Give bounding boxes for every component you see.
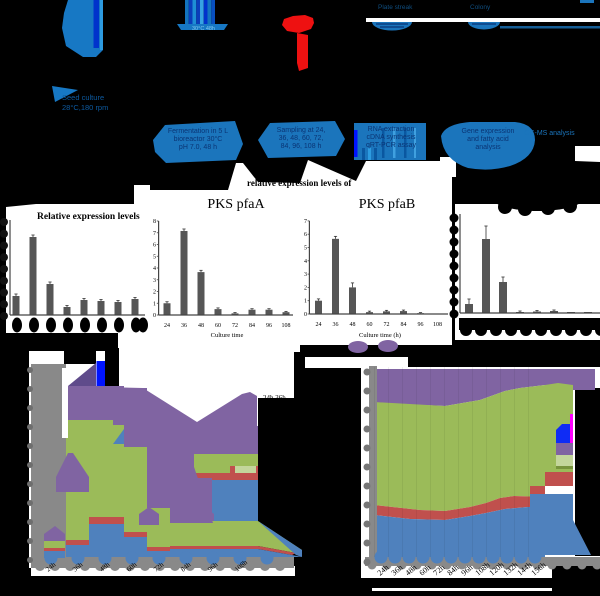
- svg-text:2: 2: [153, 290, 156, 296]
- svg-text:6: 6: [304, 232, 307, 238]
- svg-text:24: 24: [164, 323, 170, 329]
- svg-text:84, 96, 108 h: 84, 96, 108 h: [281, 143, 322, 150]
- svg-text:Culture time (h): Culture time (h): [359, 332, 401, 339]
- svg-text:36: 36: [181, 323, 187, 329]
- svg-text:36: 36: [333, 322, 339, 328]
- svg-text:48: 48: [350, 322, 356, 328]
- svg-text:6: 6: [153, 243, 156, 249]
- svg-text:Seed culture: Seed culture: [62, 93, 104, 102]
- svg-text:Relative expression levels: Relative expression levels: [37, 212, 140, 222]
- svg-text:96: 96: [418, 322, 424, 328]
- svg-text:0: 0: [153, 313, 156, 319]
- svg-text:60: 60: [367, 322, 373, 328]
- svg-text:1: 1: [304, 299, 307, 305]
- svg-text:cDNA synthesis: cDNA synthesis: [366, 134, 416, 141]
- svg-text:Fermentation in 5 L: Fermentation in 5 L: [168, 128, 228, 135]
- svg-text:PKS pfaA: PKS pfaA: [207, 197, 265, 212]
- svg-text:24h 36h: 24h 36h: [263, 394, 286, 402]
- svg-text:relative expression levels of: relative expression levels of: [247, 178, 352, 188]
- svg-text:Colony: Colony: [470, 4, 491, 11]
- svg-text:qRT-PCR assay: qRT-PCR assay: [366, 142, 417, 149]
- svg-text:48: 48: [198, 323, 204, 329]
- svg-text:Sampling at 24,: Sampling at 24,: [277, 127, 326, 134]
- svg-text:3: 3: [153, 278, 156, 284]
- svg-text:108: 108: [433, 322, 442, 328]
- svg-text:RNA extraction: RNA extraction: [368, 126, 415, 133]
- svg-text:4: 4: [304, 259, 307, 265]
- svg-text:24: 24: [316, 322, 322, 328]
- svg-text:7: 7: [304, 219, 307, 225]
- svg-text:GC-MS analysis: GC-MS analysis: [524, 130, 575, 137]
- svg-text:84: 84: [249, 323, 255, 329]
- svg-text:8: 8: [153, 219, 156, 225]
- svg-text:5: 5: [153, 254, 156, 260]
- svg-text:Culture time: Culture time: [211, 332, 244, 339]
- svg-text:pH 7.0, 48 h: pH 7.0, 48 h: [179, 144, 217, 151]
- svg-text:60: 60: [215, 323, 221, 329]
- svg-text:28°C,180 rpm: 28°C,180 rpm: [62, 103, 108, 112]
- svg-text:1: 1: [153, 301, 156, 307]
- svg-text:30°C 48h: 30°C 48h: [192, 26, 215, 32]
- svg-text:84: 84: [401, 322, 407, 328]
- svg-text:36, 48, 60, 72,: 36, 48, 60, 72,: [279, 135, 324, 142]
- svg-text:bioreactor 30°C: bioreactor 30°C: [174, 135, 223, 143]
- svg-text:108: 108: [282, 323, 291, 329]
- svg-text:Plate streak: Plate streak: [378, 4, 413, 11]
- svg-text:72: 72: [232, 323, 238, 329]
- svg-text:0: 0: [304, 312, 307, 318]
- svg-text:analysis: analysis: [475, 144, 501, 151]
- svg-text:and fatty acid: and fatty acid: [467, 136, 509, 143]
- svg-text:PKS pfaB: PKS pfaB: [359, 197, 415, 212]
- svg-text:4: 4: [153, 266, 156, 272]
- svg-text:2: 2: [304, 285, 307, 291]
- svg-text:5: 5: [304, 246, 307, 252]
- svg-text:96: 96: [266, 323, 272, 329]
- svg-text:Gene expression: Gene expression: [462, 128, 515, 135]
- svg-text:72: 72: [384, 322, 390, 328]
- svg-text:7: 7: [153, 231, 156, 237]
- svg-text:3: 3: [304, 272, 307, 278]
